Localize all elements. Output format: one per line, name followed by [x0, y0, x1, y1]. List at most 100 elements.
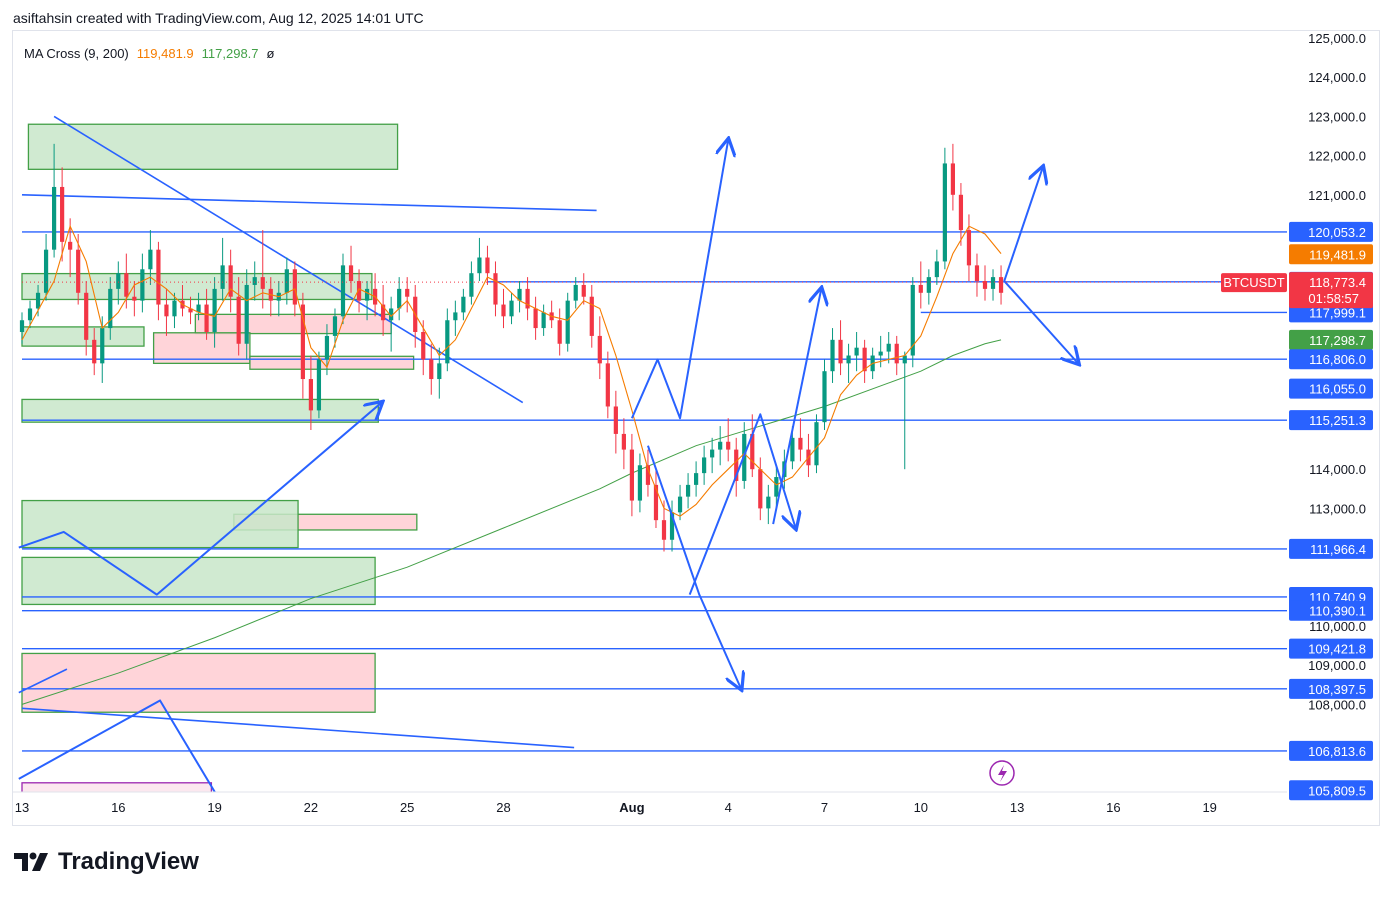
candle-body: [381, 304, 386, 321]
candle-body: [405, 288, 410, 297]
candle-body: [35, 292, 41, 309]
candle: [300, 292, 305, 399]
candle: [846, 343, 851, 383]
candle: [557, 308, 562, 356]
trendline-0: [53, 115, 524, 404]
price-tag-label: 117,298.7: [1309, 333, 1366, 348]
candle-body: [397, 288, 402, 309]
candle-body: [509, 300, 514, 317]
candle: [902, 351, 907, 470]
time-tick-label: Aug: [619, 800, 644, 815]
candle-body: [188, 308, 193, 313]
candle-body: [84, 292, 89, 340]
candle: [228, 249, 233, 313]
projection-path-2: [630, 140, 728, 420]
candle: [453, 300, 458, 336]
price-tag-box: [1289, 600, 1373, 621]
candle: [196, 292, 201, 321]
price-tick-label: 124,000.0: [1308, 70, 1366, 85]
projection-path-5: [772, 289, 821, 525]
candle-body: [597, 335, 602, 364]
candle-body: [517, 288, 522, 301]
price-tag-box: [1289, 638, 1373, 659]
candle: [308, 355, 313, 430]
price-tag-box: [1289, 221, 1373, 242]
projection-path-6: [1003, 167, 1043, 282]
candle: [966, 214, 972, 282]
candle: [894, 335, 899, 376]
candle-body: [589, 296, 594, 336]
price-tick-label: 109,000.0: [1308, 658, 1366, 673]
candle-body: [854, 347, 859, 356]
candle: [517, 281, 522, 313]
candle-body: [734, 449, 739, 481]
candle: [910, 277, 915, 368]
time-tick-label: 4: [725, 800, 732, 815]
settings-icon[interactable]: ø: [266, 46, 275, 61]
candle: [252, 261, 257, 301]
candle-body: [710, 449, 715, 458]
candle: [637, 453, 643, 513]
candle: [485, 245, 490, 285]
zone-purple-11: [21, 782, 213, 792]
trendline-1: [21, 194, 597, 212]
candle-body: [164, 304, 169, 317]
countdown-label: 01:58:57: [1308, 291, 1359, 306]
candle-body: [196, 304, 201, 313]
time-tick-label: 28: [496, 800, 510, 815]
candle: [653, 469, 659, 528]
candle-body: [124, 273, 129, 297]
candle-body: [878, 351, 883, 356]
candle: [501, 288, 506, 329]
candle: [822, 359, 827, 430]
candle-body: [300, 304, 305, 380]
candle-body: [677, 496, 683, 513]
candle: [549, 300, 554, 329]
indicator-name[interactable]: MA Cross (9, 200): [24, 46, 129, 61]
candle: [461, 288, 466, 321]
zone-green-1: [21, 272, 373, 301]
candle: [92, 328, 97, 376]
chart-frame[interactable]: [12, 30, 1380, 826]
candle: [220, 237, 225, 301]
candle-body: [220, 265, 225, 289]
candle: [284, 257, 289, 305]
candle-body: [252, 277, 257, 285]
price-tag-box: [1289, 678, 1373, 699]
candle-body: [316, 359, 322, 411]
price-tick-label: 110,000.0: [1309, 619, 1366, 634]
candle: [156, 241, 161, 321]
candle-body: [493, 273, 498, 305]
symbol-tag: BTCUSDT: [1221, 273, 1287, 293]
candle-body: [308, 379, 313, 411]
price-tag: 106,813.6: [1289, 740, 1373, 761]
time-axis: 13 16 19 22 25 28 Aug 4 7 10 13 16 19: [13, 791, 1287, 815]
candle: [581, 273, 586, 305]
trendline-2: [21, 707, 575, 749]
price-tag: 108,397.5: [1289, 678, 1373, 699]
candle-body: [942, 163, 947, 262]
price-tick-label: 125,000.0: [1308, 31, 1366, 46]
time-tick-label: 16: [1106, 800, 1120, 815]
candle: [878, 335, 883, 368]
candle: [405, 277, 410, 313]
price-tick-label: 123,000.0: [1308, 109, 1366, 124]
candle-body: [758, 469, 763, 509]
time-tick-label: 16: [111, 800, 125, 815]
candle: [477, 237, 482, 282]
tradingview-logo[interactable]: TradingView: [14, 848, 199, 876]
candle-body: [661, 520, 667, 540]
candle-body: [750, 433, 755, 470]
candle-body: [846, 355, 851, 364]
indicator-legend[interactable]: MA Cross (9, 200) 119,481.9 117,298.7 ø: [24, 46, 274, 61]
candle-body: [926, 277, 931, 293]
candle: [397, 277, 402, 321]
candle: [702, 445, 707, 485]
candle-body: [814, 422, 819, 466]
candle: [734, 437, 739, 497]
price-tag-label: 117,999.1: [1309, 305, 1366, 320]
price-tick-label: 113,000.0: [1309, 501, 1366, 516]
candle-body: [934, 261, 939, 278]
price-tag-label: 116,055.0: [1309, 382, 1366, 397]
